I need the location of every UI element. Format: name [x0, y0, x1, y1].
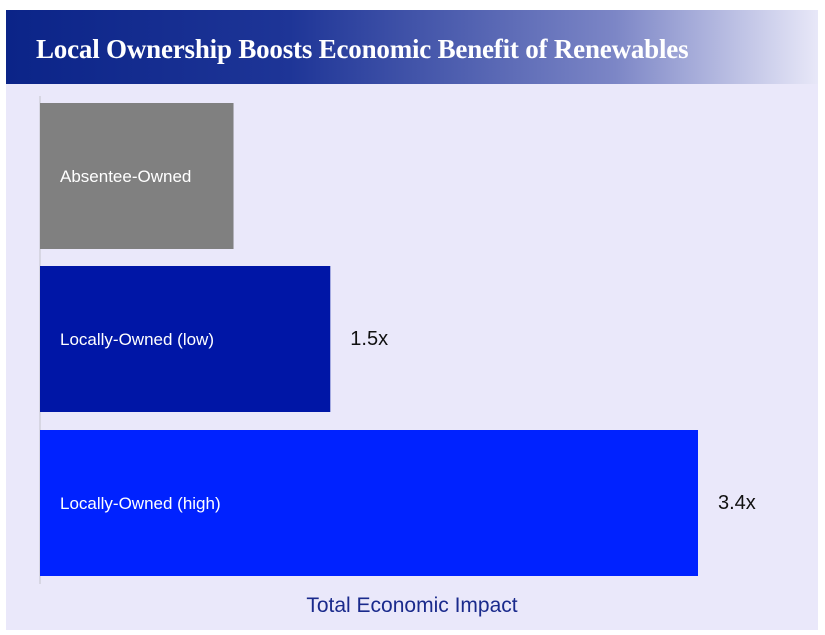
- bar-category-label: Locally-Owned (high): [60, 494, 221, 513]
- bar-0: [40, 103, 234, 249]
- chart-title: Local Ownership Boosts Economic Benefit …: [36, 34, 689, 64]
- title-bar: Local Ownership Boosts Economic Benefit …: [6, 10, 818, 84]
- bar-category-label: Absentee-Owned: [60, 167, 191, 186]
- bar-value-label: 3.4x: [718, 492, 756, 514]
- chart-plot: Absentee-Owned Locally-Owned (low) 1.5x Loc…: [39, 96, 756, 584]
- bar-2: [40, 430, 698, 576]
- bar-1: [40, 266, 331, 412]
- bar-category-label: Locally-Owned (low): [60, 330, 214, 349]
- chart-frame: Local Ownership Boosts Economic Benefit …: [6, 10, 818, 630]
- bar-value-label: 1.5x: [350, 328, 388, 350]
- x-axis-label: Total Economic Impact: [306, 594, 518, 617]
